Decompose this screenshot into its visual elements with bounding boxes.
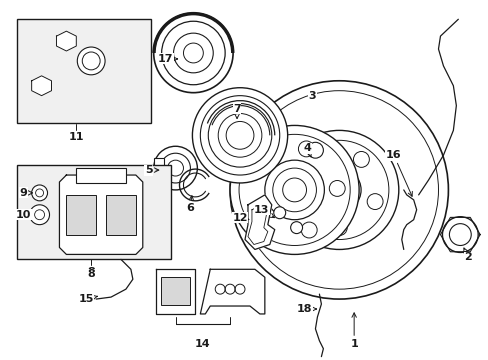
Text: 8: 8 xyxy=(87,267,95,277)
Circle shape xyxy=(328,180,345,196)
Polygon shape xyxy=(155,269,195,314)
Text: 7: 7 xyxy=(233,104,241,118)
Circle shape xyxy=(192,88,287,183)
Circle shape xyxy=(301,222,317,238)
Bar xyxy=(153,158,163,178)
Circle shape xyxy=(353,152,368,167)
Circle shape xyxy=(32,185,47,201)
Polygon shape xyxy=(244,195,274,249)
Circle shape xyxy=(77,47,105,75)
Text: 2: 2 xyxy=(463,248,471,262)
Text: 18: 18 xyxy=(296,304,316,314)
Text: 17: 17 xyxy=(158,54,177,64)
Text: 1: 1 xyxy=(349,313,357,349)
Circle shape xyxy=(308,152,325,167)
Text: 4: 4 xyxy=(303,143,311,157)
Text: 5: 5 xyxy=(144,165,159,175)
Bar xyxy=(161,277,190,305)
Circle shape xyxy=(153,146,197,190)
Circle shape xyxy=(230,125,358,255)
Circle shape xyxy=(295,194,311,210)
Text: 13: 13 xyxy=(254,205,274,218)
Circle shape xyxy=(298,141,314,157)
Polygon shape xyxy=(60,175,142,255)
Circle shape xyxy=(264,160,324,220)
Circle shape xyxy=(307,142,323,158)
Circle shape xyxy=(273,207,285,219)
Polygon shape xyxy=(200,269,264,314)
Bar xyxy=(17,165,170,260)
Circle shape xyxy=(251,158,266,174)
Bar xyxy=(106,195,136,235)
Text: 14: 14 xyxy=(194,339,210,349)
Text: 3: 3 xyxy=(308,91,316,101)
Circle shape xyxy=(252,208,268,224)
Polygon shape xyxy=(32,76,51,96)
Bar xyxy=(17,19,150,123)
Text: 11: 11 xyxy=(68,132,84,142)
Circle shape xyxy=(153,13,233,93)
Circle shape xyxy=(366,194,382,210)
Text: 6: 6 xyxy=(186,196,194,213)
Text: 16: 16 xyxy=(385,150,411,196)
Text: 9: 9 xyxy=(20,188,33,198)
Bar xyxy=(76,168,126,183)
Text: 12: 12 xyxy=(232,213,248,223)
Circle shape xyxy=(30,205,49,225)
Circle shape xyxy=(331,220,346,235)
Bar xyxy=(66,195,96,235)
Circle shape xyxy=(279,130,398,249)
Circle shape xyxy=(442,217,477,252)
Polygon shape xyxy=(56,31,76,51)
Text: 8: 8 xyxy=(87,269,95,279)
Circle shape xyxy=(290,222,302,234)
Circle shape xyxy=(230,81,447,299)
Text: 15: 15 xyxy=(79,294,97,304)
Text: 10: 10 xyxy=(16,210,31,220)
Circle shape xyxy=(317,168,360,212)
